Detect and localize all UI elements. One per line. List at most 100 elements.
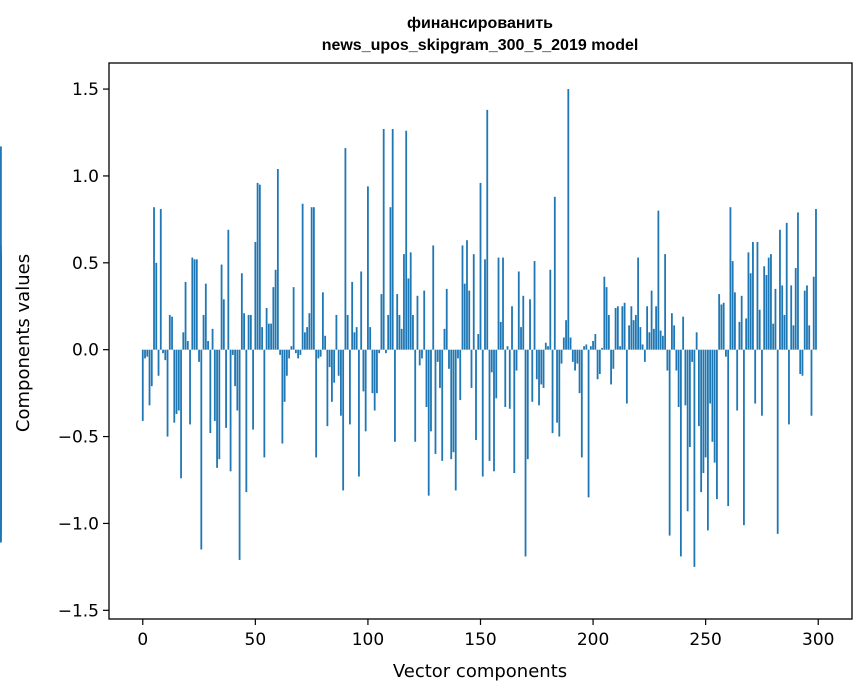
bar-198 bbox=[587, 349, 590, 498]
bar-109 bbox=[387, 314, 390, 350]
bar-127 bbox=[427, 349, 430, 496]
y-tick-label-6: 1.5 bbox=[72, 80, 99, 100]
bar-132 bbox=[439, 349, 441, 388]
x-tick-label-200: 200 bbox=[577, 630, 609, 650]
bar-297 bbox=[810, 349, 813, 416]
bar-166 bbox=[515, 349, 518, 371]
bar-279 bbox=[770, 254, 772, 350]
bar-295 bbox=[806, 285, 808, 350]
bar-110 bbox=[389, 207, 392, 350]
bar-183 bbox=[553, 196, 556, 350]
bar-249 bbox=[702, 349, 705, 474]
bar-240 bbox=[682, 316, 685, 350]
bar-62 bbox=[281, 349, 284, 444]
bar-63 bbox=[283, 349, 286, 402]
bar-43 bbox=[238, 349, 241, 560]
bar-52 bbox=[258, 184, 261, 350]
bar-280 bbox=[772, 323, 775, 350]
x-axis-label: Vector components bbox=[393, 661, 567, 682]
bar-175 bbox=[535, 349, 538, 380]
bar-86 bbox=[335, 314, 338, 350]
bar-206 bbox=[605, 287, 608, 350]
x-tick-label-250: 250 bbox=[689, 630, 721, 650]
bar-291 bbox=[797, 212, 799, 350]
x-tick-label-100: 100 bbox=[352, 630, 384, 650]
bar-80 bbox=[321, 292, 324, 350]
bar-195 bbox=[580, 349, 583, 458]
bar-272 bbox=[754, 349, 757, 404]
bar-180 bbox=[547, 346, 549, 350]
bar-216 bbox=[628, 325, 630, 350]
bar-99 bbox=[364, 349, 367, 432]
bar-159 bbox=[499, 321, 502, 350]
bar-140 bbox=[457, 349, 459, 359]
bar-17 bbox=[180, 349, 182, 479]
bar-65 bbox=[288, 349, 291, 359]
bar-11 bbox=[166, 349, 169, 437]
x-tick-label-50: 50 bbox=[245, 630, 267, 650]
bar-54 bbox=[263, 349, 266, 458]
bar-264 bbox=[736, 349, 739, 411]
bar-164 bbox=[511, 306, 513, 350]
bar-253 bbox=[711, 349, 714, 442]
bar-289 bbox=[792, 325, 795, 350]
bar-256 bbox=[718, 294, 721, 350]
bar-197 bbox=[585, 344, 588, 350]
bar-30 bbox=[209, 349, 212, 434]
bar-33 bbox=[216, 349, 218, 468]
bar-100 bbox=[367, 186, 369, 350]
bar-8 bbox=[159, 208, 162, 350]
bar-0 bbox=[141, 349, 144, 421]
bar-189 bbox=[567, 89, 570, 350]
bar-9 bbox=[162, 349, 164, 354]
bar-184 bbox=[556, 349, 558, 423]
bar-261 bbox=[729, 207, 732, 350]
bar-12 bbox=[168, 314, 171, 350]
bar-133 bbox=[441, 349, 444, 461]
bar-274 bbox=[758, 309, 761, 350]
y-tick-label-4: 0.5 bbox=[72, 254, 99, 274]
bar-34 bbox=[218, 349, 221, 460]
bar-223 bbox=[643, 349, 646, 362]
bar-51 bbox=[256, 182, 259, 350]
bar-161 bbox=[504, 349, 507, 408]
bars-group bbox=[0, 89, 817, 567]
bar-160 bbox=[502, 257, 504, 350]
bar-93 bbox=[351, 281, 354, 350]
bar-112 bbox=[394, 349, 396, 442]
bar-134 bbox=[443, 328, 446, 350]
bar-210 bbox=[614, 307, 617, 350]
bar-122 bbox=[416, 295, 419, 350]
bar-136 bbox=[448, 349, 450, 369]
bar-193 bbox=[576, 349, 579, 364]
bar-187 bbox=[562, 337, 565, 350]
bar-214 bbox=[623, 302, 626, 350]
bar-66 bbox=[290, 346, 293, 350]
bar-74 bbox=[308, 313, 311, 350]
bar-246 bbox=[695, 332, 698, 350]
bar-201 bbox=[594, 334, 597, 350]
bar-142 bbox=[461, 245, 464, 350]
bar-268 bbox=[745, 318, 748, 350]
bar-145 bbox=[468, 290, 471, 350]
bar-215 bbox=[625, 349, 628, 404]
bar-179 bbox=[544, 342, 547, 350]
x-tick-label-0: 0 bbox=[137, 630, 148, 650]
bar-40 bbox=[231, 349, 234, 355]
bar-128 bbox=[430, 349, 432, 432]
x-tick-label-150: 150 bbox=[464, 630, 496, 650]
bar-156 bbox=[493, 349, 495, 472]
bar-82 bbox=[326, 349, 329, 427]
bar-15 bbox=[175, 349, 178, 414]
bar-173 bbox=[531, 349, 534, 402]
bar-79 bbox=[319, 349, 322, 357]
bar-182 bbox=[551, 349, 554, 434]
bar-35 bbox=[220, 264, 223, 350]
bar-119 bbox=[409, 252, 412, 350]
bar-276 bbox=[763, 266, 766, 350]
bar-108 bbox=[385, 349, 387, 354]
bar-64 bbox=[285, 349, 288, 376]
bar-undefined bbox=[0, 349, 2, 444]
bar-296 bbox=[808, 325, 811, 350]
bar-222 bbox=[641, 344, 644, 350]
